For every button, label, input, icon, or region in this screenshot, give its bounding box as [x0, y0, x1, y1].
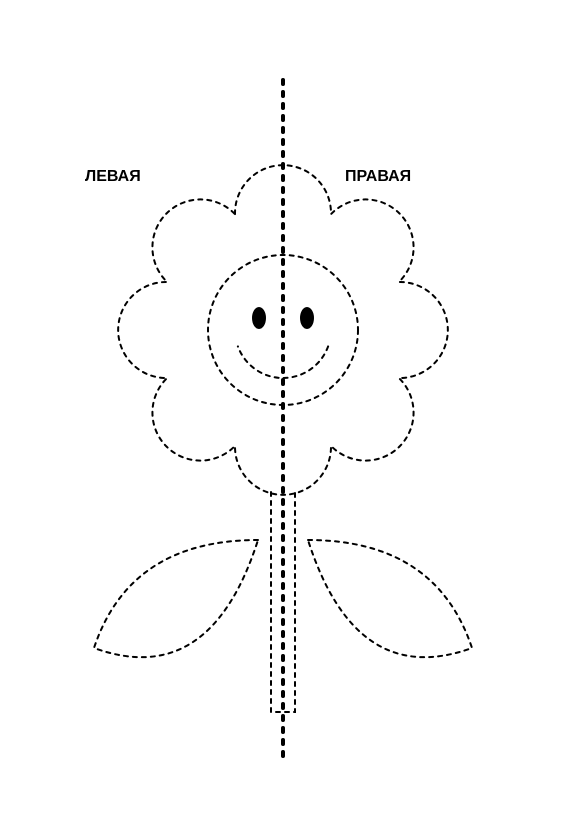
eye-left: [252, 307, 266, 329]
eye-right: [300, 307, 314, 329]
leaf-right: [308, 540, 472, 657]
flower-diagram: [0, 0, 567, 822]
worksheet-canvas: ЛЕВАЯ ПРАВАЯ: [0, 0, 567, 822]
leaf-left: [94, 540, 258, 657]
